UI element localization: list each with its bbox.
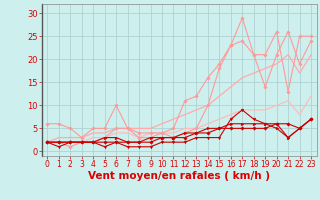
X-axis label: Vent moyen/en rafales ( km/h ): Vent moyen/en rafales ( km/h ) [88, 171, 270, 181]
